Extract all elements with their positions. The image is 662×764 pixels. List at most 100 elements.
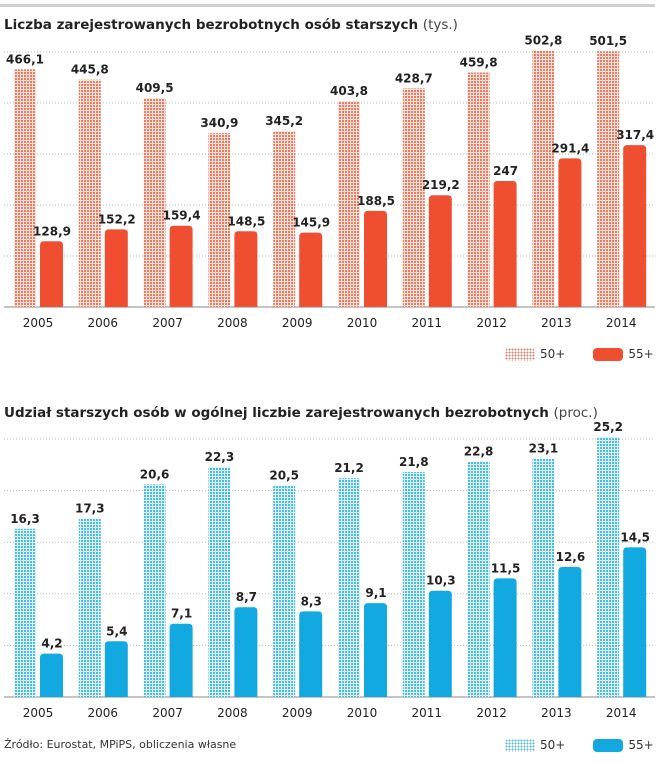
data-label: 403,8 bbox=[330, 84, 368, 98]
data-label: 345,2 bbox=[265, 114, 303, 128]
bar-55+-2009 bbox=[299, 232, 323, 307]
bar-50+-2009 bbox=[273, 485, 296, 697]
x-tick-label: 2011 bbox=[412, 316, 443, 330]
x-tick-label: 2007 bbox=[152, 706, 183, 720]
x-tick-label: 2009 bbox=[282, 706, 313, 720]
data-label: 21,2 bbox=[334, 461, 364, 475]
data-label: 8,3 bbox=[301, 594, 322, 608]
bar-50+-2010 bbox=[338, 101, 360, 307]
x-tick-label: 2007 bbox=[152, 316, 183, 330]
bar-55+-2006 bbox=[104, 229, 128, 307]
bar-55+-2008 bbox=[234, 607, 258, 697]
x-tick-label: 2010 bbox=[347, 316, 378, 330]
data-label: 12,6 bbox=[556, 550, 586, 564]
data-label: 4,2 bbox=[41, 637, 62, 651]
bar-55+-2012 bbox=[493, 181, 517, 307]
bar-55+-2011 bbox=[428, 195, 452, 307]
bar-50+-2014 bbox=[597, 51, 620, 307]
data-label: 445,8 bbox=[71, 63, 109, 77]
bar-55+-2010 bbox=[364, 603, 387, 697]
data-label: 428,7 bbox=[395, 71, 433, 85]
data-label: 8,7 bbox=[236, 590, 257, 604]
bar-50+-2007 bbox=[143, 98, 166, 307]
data-label: 219,2 bbox=[422, 178, 460, 192]
x-tick-label: 2014 bbox=[606, 706, 637, 720]
bar-50+-2009 bbox=[273, 130, 296, 307]
data-label: 20,5 bbox=[269, 468, 299, 482]
x-tick-label: 2009 bbox=[282, 316, 313, 330]
bar-50+-2011 bbox=[402, 88, 425, 307]
data-label: 16,3 bbox=[10, 512, 40, 526]
data-label: 23,1 bbox=[529, 442, 559, 456]
bar-55+-2013 bbox=[558, 566, 582, 697]
bar-55+-2009 bbox=[299, 611, 323, 697]
legend-label-55: 55+ bbox=[628, 738, 654, 752]
bar-50+-2014 bbox=[597, 436, 620, 697]
bar-50+-2006 bbox=[78, 518, 101, 697]
data-label: 501,5 bbox=[589, 34, 627, 48]
data-label: 25,2 bbox=[593, 420, 623, 434]
source-note: Źródło: Eurostat, MPiPS, obliczenia włas… bbox=[4, 738, 237, 751]
chart2-legend: 50+ 55+ bbox=[505, 738, 654, 752]
data-label: 409,5 bbox=[136, 81, 174, 95]
bar-55+-2012 bbox=[493, 578, 517, 697]
bar-55+-2007 bbox=[169, 225, 193, 307]
x-tick-label: 2005 bbox=[23, 316, 54, 330]
bar-55+-2005 bbox=[40, 241, 63, 307]
legend-label-55: 55+ bbox=[628, 347, 654, 361]
data-label: 148,5 bbox=[227, 214, 265, 228]
legend-swatch-50 bbox=[505, 347, 535, 361]
bar-55+-2014 bbox=[623, 145, 647, 307]
data-label: 21,8 bbox=[399, 455, 429, 469]
x-tick-label: 2008 bbox=[217, 706, 248, 720]
x-tick-label: 2013 bbox=[541, 316, 572, 330]
bar-50+-2012 bbox=[467, 72, 490, 307]
data-label: 502,8 bbox=[524, 34, 562, 48]
data-label: 188,5 bbox=[357, 194, 395, 208]
bar-50+-2008 bbox=[208, 466, 231, 697]
bar-50+-2005 bbox=[14, 69, 36, 307]
bar-50+-2012 bbox=[467, 461, 490, 697]
x-tick-label: 2013 bbox=[541, 706, 572, 720]
x-tick-label: 2012 bbox=[476, 316, 507, 330]
bar-55+-2007 bbox=[169, 623, 193, 697]
x-tick-label: 2008 bbox=[217, 316, 248, 330]
chart1-legend: 50+ 55+ bbox=[505, 347, 654, 361]
data-label: 5,4 bbox=[106, 624, 127, 638]
data-label: 152,2 bbox=[98, 212, 136, 226]
data-label: 22,8 bbox=[464, 445, 494, 459]
data-label: 291,4 bbox=[551, 141, 589, 155]
bar-50+-2010 bbox=[338, 478, 360, 697]
x-tick-label: 2006 bbox=[88, 316, 119, 330]
bar-55+-2011 bbox=[428, 590, 452, 697]
x-tick-label: 2006 bbox=[88, 706, 119, 720]
bar-50+-2006 bbox=[78, 79, 101, 307]
bar-55+-2010 bbox=[364, 210, 387, 307]
data-label: 20,6 bbox=[140, 467, 170, 481]
data-label: 159,4 bbox=[163, 209, 201, 223]
bar-55+-2005 bbox=[40, 653, 63, 697]
data-label: 9,1 bbox=[365, 586, 386, 600]
legend-swatch-55 bbox=[593, 738, 624, 752]
data-label: 10,3 bbox=[426, 574, 456, 588]
data-label: 22,3 bbox=[205, 450, 235, 464]
chart2-title: Udział starszych osób w ogólnej liczbie … bbox=[4, 405, 598, 421]
data-label: 459,8 bbox=[460, 56, 498, 70]
bar-55+-2013 bbox=[558, 158, 582, 307]
x-tick-label: 2010 bbox=[347, 706, 378, 720]
bar-55+-2006 bbox=[104, 641, 128, 697]
legend-label-50: 50+ bbox=[540, 347, 566, 361]
data-label: 145,9 bbox=[292, 216, 330, 230]
chart1-title: Liczba zarejestrowanych bezrobotnych osó… bbox=[4, 17, 458, 33]
legend-label-50: 50+ bbox=[540, 738, 566, 752]
bar-50+-2013 bbox=[532, 50, 555, 308]
data-label: 247 bbox=[493, 164, 518, 178]
legend-swatch-50 bbox=[505, 738, 535, 752]
x-tick-label: 2011 bbox=[412, 706, 443, 720]
bar-50+-2008 bbox=[208, 133, 231, 307]
x-tick-label: 2014 bbox=[606, 316, 637, 330]
bar-50+-2007 bbox=[143, 484, 166, 697]
data-label: 340,9 bbox=[200, 116, 238, 130]
x-tick-label: 2012 bbox=[476, 706, 507, 720]
